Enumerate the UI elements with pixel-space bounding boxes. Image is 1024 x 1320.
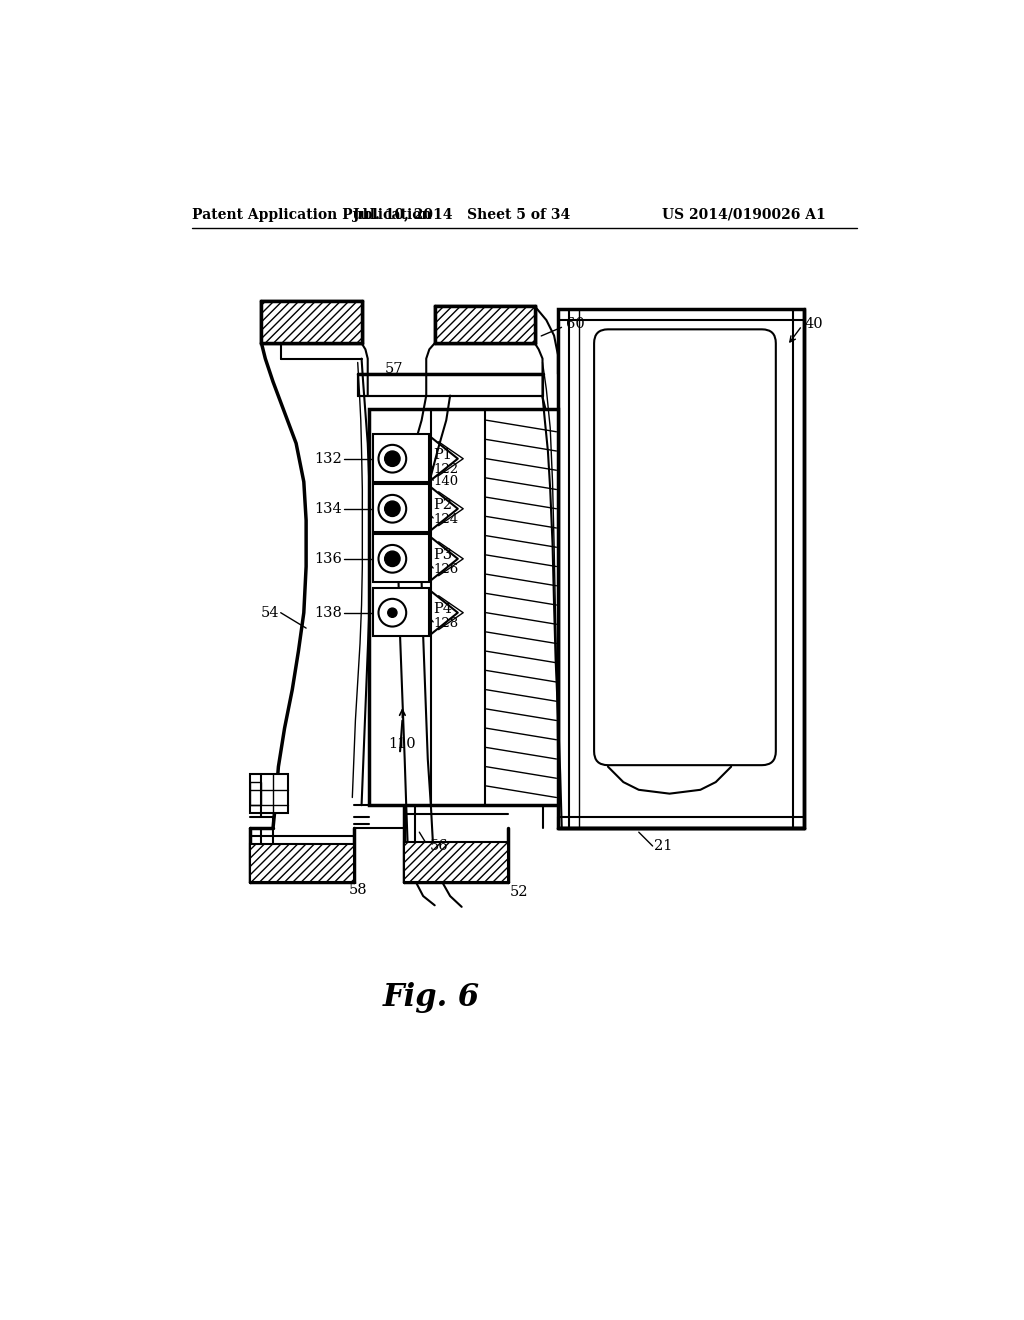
- Text: US 2014/0190026 A1: US 2014/0190026 A1: [662, 207, 825, 222]
- Circle shape: [385, 552, 400, 566]
- Bar: [250, 843, 354, 882]
- Text: 134: 134: [314, 502, 342, 516]
- Text: P1: P1: [433, 447, 452, 462]
- FancyBboxPatch shape: [594, 330, 776, 766]
- Bar: [403, 842, 508, 882]
- Text: 57: 57: [385, 362, 403, 376]
- Bar: [370, 409, 558, 805]
- Text: 136: 136: [314, 552, 342, 566]
- Text: 128: 128: [433, 616, 459, 630]
- Text: Patent Application Publication: Patent Application Publication: [193, 207, 432, 222]
- Text: 58: 58: [348, 883, 367, 896]
- Text: 60: 60: [565, 317, 585, 331]
- Text: 40: 40: [804, 317, 823, 331]
- Text: Jul. 10, 2014   Sheet 5 of 34: Jul. 10, 2014 Sheet 5 of 34: [353, 207, 570, 222]
- Bar: [357, 374, 543, 396]
- Circle shape: [388, 609, 397, 618]
- Text: Fig. 6: Fig. 6: [382, 982, 479, 1014]
- Bar: [435, 306, 535, 343]
- Text: 110: 110: [388, 737, 416, 751]
- Bar: [261, 301, 361, 343]
- Text: 122: 122: [433, 463, 459, 477]
- Text: 21: 21: [654, 840, 673, 853]
- Bar: [373, 434, 429, 482]
- Bar: [373, 535, 429, 582]
- Bar: [373, 589, 429, 636]
- Text: 56: 56: [429, 840, 447, 853]
- Circle shape: [385, 502, 400, 516]
- Bar: [250, 781, 261, 805]
- Text: P2: P2: [433, 498, 453, 512]
- Text: P4: P4: [433, 602, 453, 616]
- Text: 124: 124: [433, 513, 459, 527]
- Text: 132: 132: [314, 451, 342, 466]
- Bar: [250, 775, 289, 813]
- Text: 126: 126: [433, 564, 459, 576]
- Text: 54: 54: [261, 606, 280, 619]
- Circle shape: [385, 451, 400, 466]
- Text: 52: 52: [509, 886, 528, 899]
- Text: 140: 140: [433, 475, 459, 488]
- Text: 138: 138: [314, 606, 342, 619]
- Text: P3: P3: [433, 548, 453, 562]
- Bar: [373, 484, 429, 532]
- Bar: [558, 309, 804, 829]
